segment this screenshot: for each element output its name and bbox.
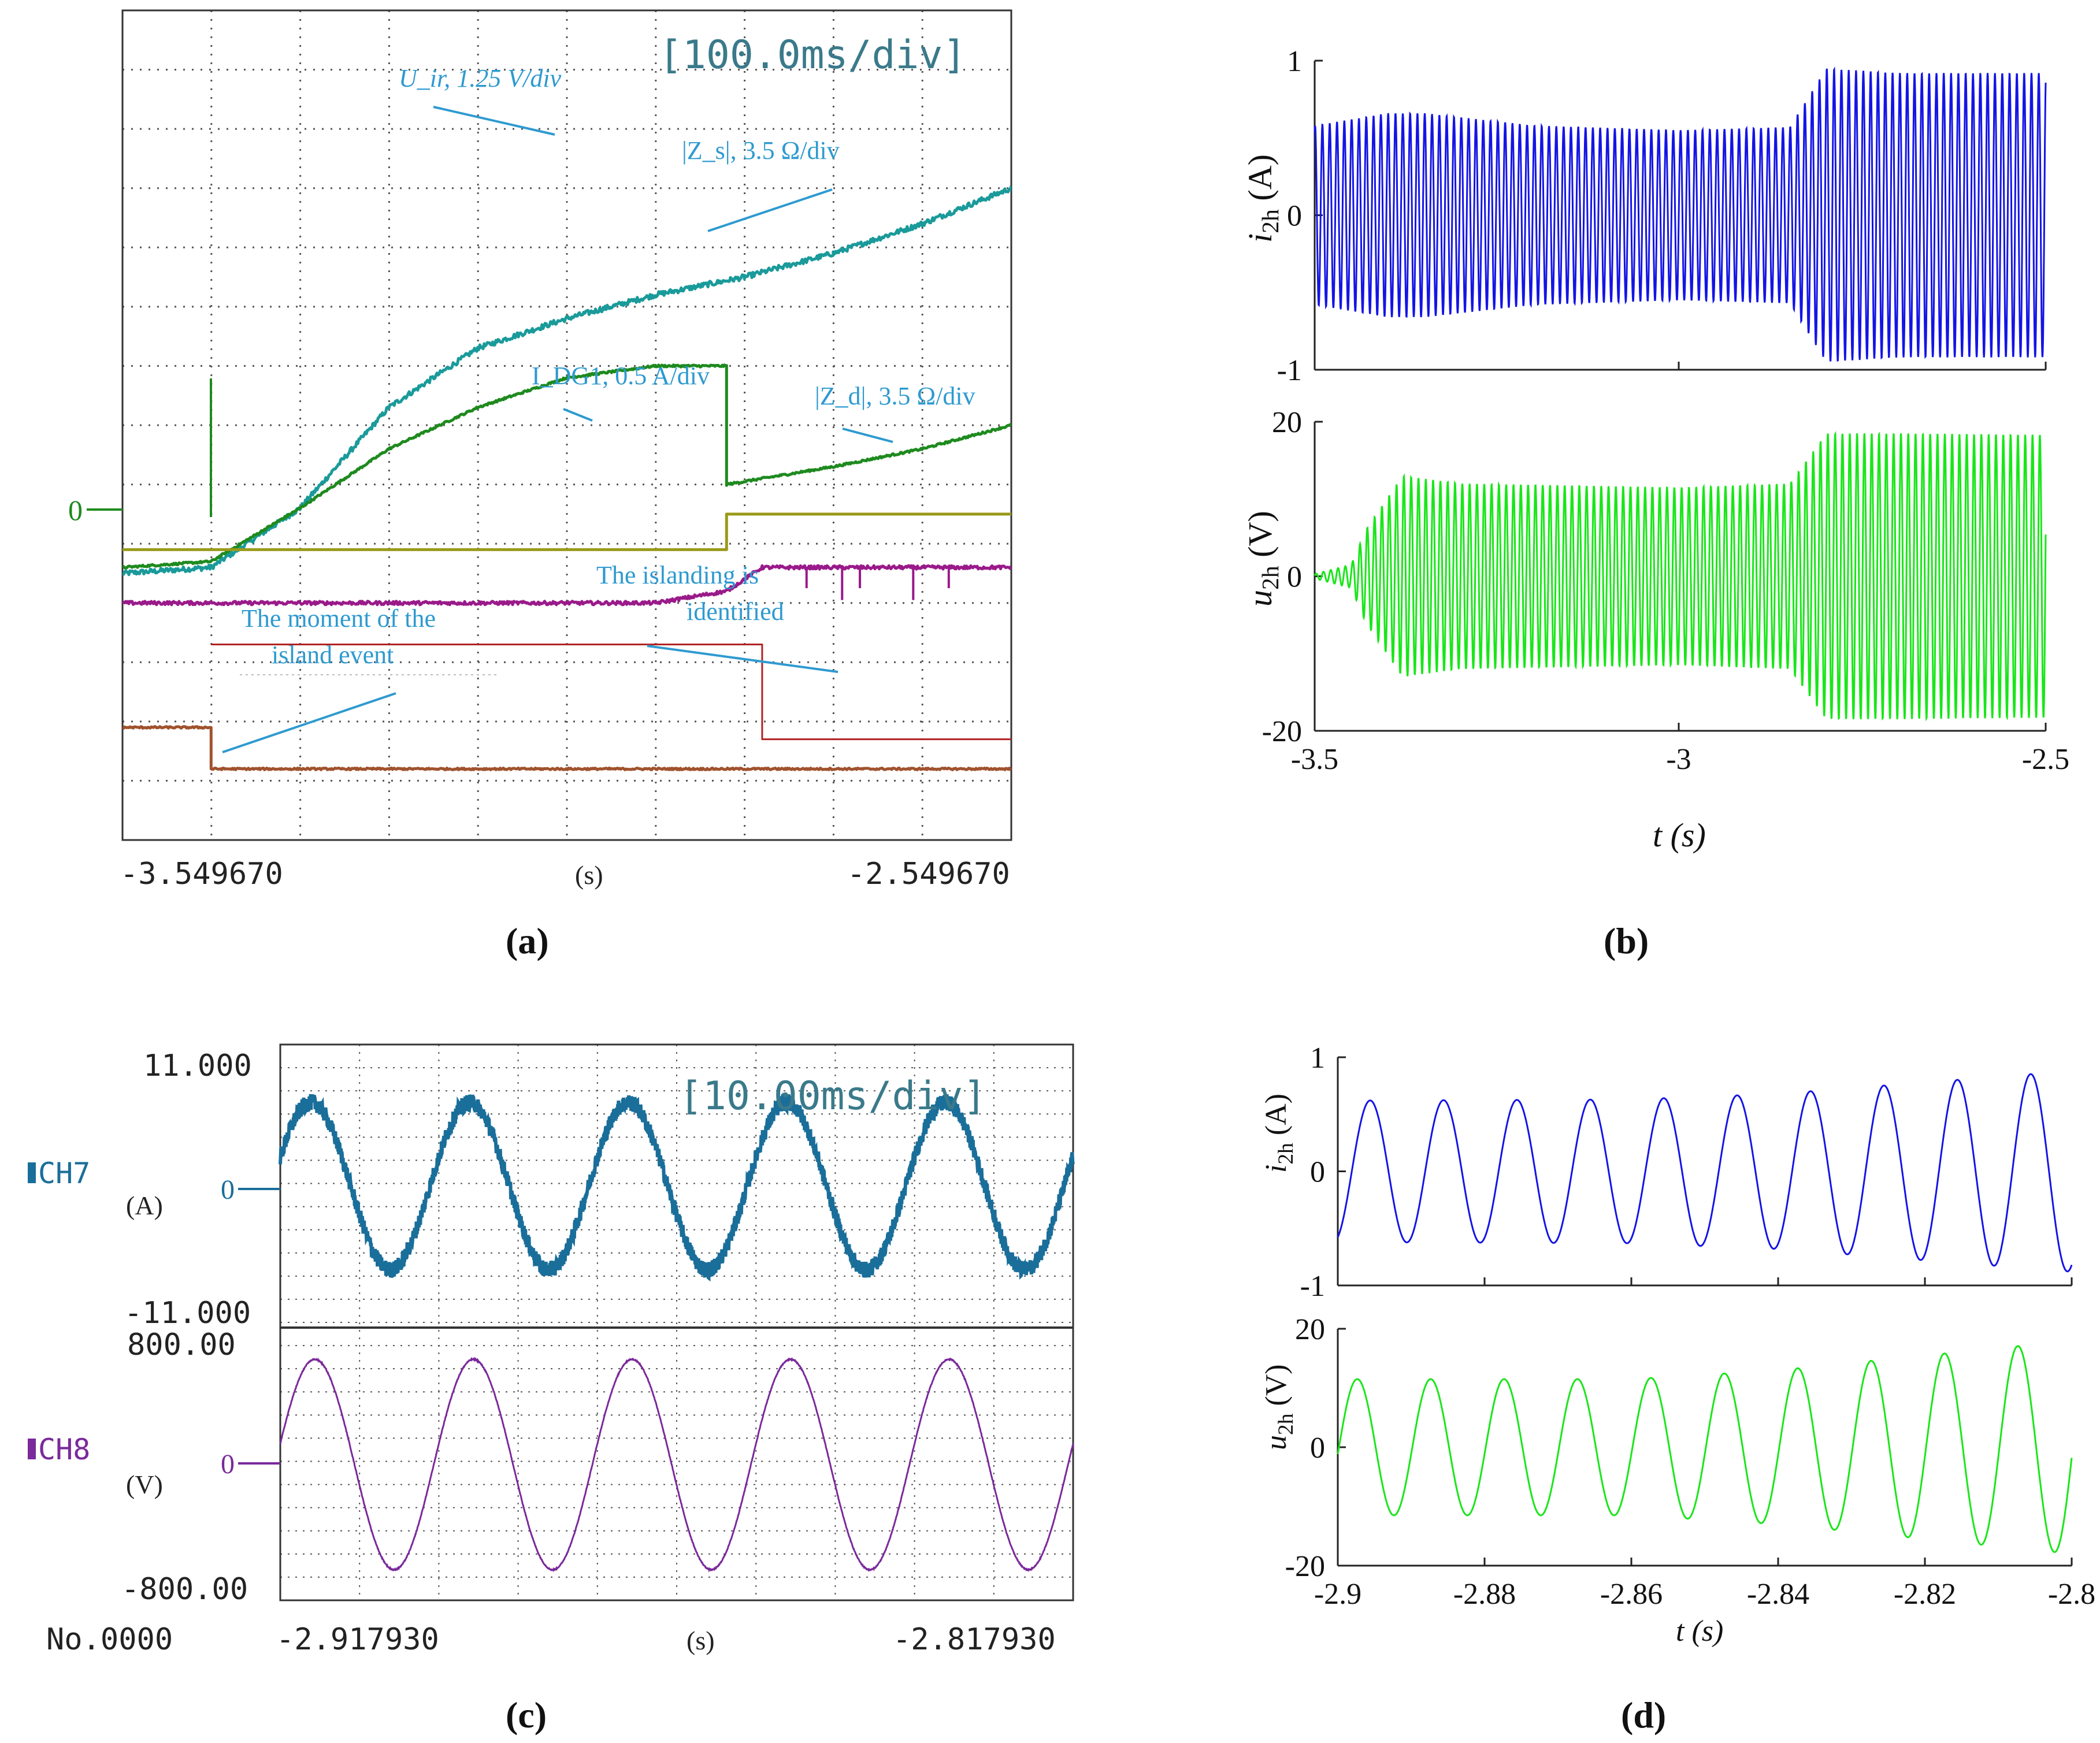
- panel-a-x-end: -2.549670: [847, 857, 1010, 891]
- annot-identified-1: The islanding is: [596, 561, 759, 589]
- annot-moment-2: island event: [272, 641, 394, 669]
- panel-d-trace-1: [1337, 1345, 2073, 1553]
- trace-4-flag: [211, 644, 1011, 741]
- panel-d-sub0-ytick-label-2: -1: [1300, 1270, 1325, 1303]
- panel-c-traces: [279, 1092, 1075, 1573]
- trace-0-uir: [123, 185, 1011, 577]
- panel-a: [100.0ms/div] -3.549670 -2.549670 (s) 0 …: [68, 9, 1012, 961]
- panel-d-sub1-xtick-label-3: -2.84: [1747, 1578, 1809, 1611]
- panel-c-ch7-bottom: -11.000: [124, 1296, 251, 1331]
- annot-uir: U_ir, 1.25 V/div: [399, 64, 562, 92]
- ch7-swatch: [28, 1162, 36, 1183]
- panel-c-trace-ch7: [279, 1092, 1075, 1282]
- panel-b-sub0-ytick-label-1: 0: [1287, 200, 1302, 233]
- panel-c-time-div: [10.00ms/div]: [679, 1073, 986, 1119]
- panel-b-label: (b): [1604, 920, 1649, 961]
- panel-c-x-end: -2.817930: [893, 1622, 1056, 1657]
- panel-d-sub1-xtick-label-1: -2.88: [1453, 1578, 1516, 1611]
- panel-d-sub1-ytick-label-1: 0: [1310, 1432, 1325, 1465]
- annot-identified-2: identified: [687, 597, 784, 626]
- panel-c-ch7-top: 11.000: [143, 1049, 252, 1083]
- panel-b-sub1-ytick-label-2: -20: [1262, 715, 1302, 748]
- annot-zs: |Z_s|, 3.5 Ω/div: [682, 136, 840, 165]
- panel-c: [10.00ms/div] 11.000 -11.000 CH7 (A) 0 8…: [28, 1043, 1075, 1735]
- leader-identified: [647, 645, 838, 673]
- panel-b-sub1-ytick-label-1: 0: [1287, 561, 1302, 594]
- panel-c-ch8-bottom: -800.00: [121, 1572, 248, 1607]
- panel-b-trace-0: [1314, 66, 2047, 362]
- trace-5-event: [123, 725, 1011, 771]
- panel-d-sub1-ytick-label-2: -20: [1285, 1550, 1325, 1583]
- panel-b-trace-1: [1314, 431, 2047, 722]
- panel-c-ch7-unit: (A): [126, 1191, 163, 1220]
- annot-zd: |Z_d|, 3.5 Ω/div: [815, 382, 975, 410]
- annot-moment-1: The moment of the: [242, 604, 436, 633]
- leader-moment: [222, 692, 396, 753]
- panel-b-ylabel-top: i2h (A): [1241, 154, 1284, 243]
- annot-idg1: I_DG1, 0.5 A/div: [532, 362, 710, 390]
- panel-d: 1 0 -1 20 0 -20-2.9 -2.88 -2.86 -2.84 -2.82 -2.8 i…: [1260, 1042, 2095, 1735]
- panel-a-leaders: [222, 106, 893, 753]
- panel-c-ch8-zero: 0: [221, 1449, 235, 1480]
- panel-b-sub1-xtick-label-2: -2.5: [2022, 743, 2069, 776]
- panel-d-ylabel-top: i2h (A): [1260, 1094, 1298, 1173]
- panel-c-label: (c): [506, 1694, 547, 1735]
- panel-d-traces: [1337, 1073, 2073, 1553]
- panel-c-no-label: No.0000: [46, 1622, 173, 1657]
- panel-b-traces: [1314, 66, 2047, 722]
- panel-a-x-label: (s): [575, 860, 603, 890]
- panel-d-sub1-xtick-label-4: -2.82: [1894, 1578, 1956, 1611]
- panel-c-ch8-top: 800.00: [127, 1328, 236, 1362]
- panel-d-xlabel: t (s): [1676, 1615, 1723, 1648]
- leader-zd: [842, 428, 893, 443]
- panel-d-sub1-xtick-label-5: -2.8: [2048, 1578, 2095, 1611]
- panel-d-sub1-xtick-label-0: -2.9: [1314, 1578, 1361, 1611]
- panel-d-sub1-ytick-label-0: 20: [1295, 1313, 1325, 1346]
- panel-c-x-label: (s): [687, 1626, 715, 1655]
- panel-c-grid: [280, 1045, 1073, 1600]
- panel-c-trace-ch8: [279, 1357, 1074, 1573]
- panel-c-frame: [279, 1043, 1074, 1601]
- panel-d-label: (d): [1621, 1694, 1666, 1735]
- panel-b-sub1-xtick-label-1: -3: [1666, 743, 1691, 776]
- trace-3-zd: [123, 564, 1011, 607]
- ch8-swatch: [28, 1439, 36, 1459]
- panel-d-sub0-ytick-label-1: 0: [1310, 1156, 1325, 1189]
- panel-a-zero-marker: 0: [68, 494, 83, 526]
- panel-d-ylabel-bottom: u2h (V): [1260, 1364, 1298, 1450]
- panel-d-sub1-xtick-label-2: -2.86: [1600, 1578, 1663, 1611]
- panel-a-grid: [123, 10, 1011, 840]
- panel-b-sub1-xtick-label-0: -3.5: [1291, 743, 1338, 776]
- panel-c-ch7-name: CH7: [38, 1157, 90, 1190]
- panel-a-x-start: -3.549670: [120, 857, 283, 891]
- panel-b-xlabel: t (s): [1653, 816, 1706, 854]
- panel-c-ch7-zero: 0: [221, 1175, 235, 1205]
- trace-2-idg1: [123, 512, 1011, 551]
- leader-zs: [707, 188, 833, 232]
- panel-b-sub0-ytick-label-2: -1: [1277, 354, 1302, 387]
- panel-b: 1 0 -1 20 0 -20-3.5 -3 -2.5 i2h (A) u2h (V) t (…: [1241, 45, 2069, 961]
- panel-d-axes: 1 0 -1 20 0 -20-2.9 -2.88 -2.86 -2.84 -2.82 -2.8: [1285, 1042, 2095, 1611]
- panel-c-ch8-name: CH8: [38, 1433, 90, 1466]
- leader-uir: [433, 106, 555, 136]
- panel-c-ch8-unit: (V): [126, 1470, 163, 1499]
- panel-b-sub0-ytick-label-0: 1: [1287, 45, 1302, 78]
- panel-a-label: (a): [506, 920, 549, 961]
- panel-c-x-start: -2.917930: [276, 1622, 439, 1657]
- panel-b-sub1-ytick-label-0: 20: [1272, 406, 1302, 439]
- trace-1-zs: [123, 363, 1011, 570]
- panel-d-sub0-ytick-label-0: 1: [1310, 1042, 1325, 1075]
- panel-a-traces: [123, 185, 1011, 771]
- leader-idg1: [563, 408, 593, 422]
- panel-a-time-div: [100.0ms/div]: [659, 32, 966, 78]
- panel-b-axes: 1 0 -1 20 0 -20-3.5 -3 -2.5: [1262, 45, 2069, 776]
- panel-d-trace-0: [1337, 1073, 2073, 1273]
- panel-b-ylabel-bottom: u2h (V): [1241, 511, 1284, 607]
